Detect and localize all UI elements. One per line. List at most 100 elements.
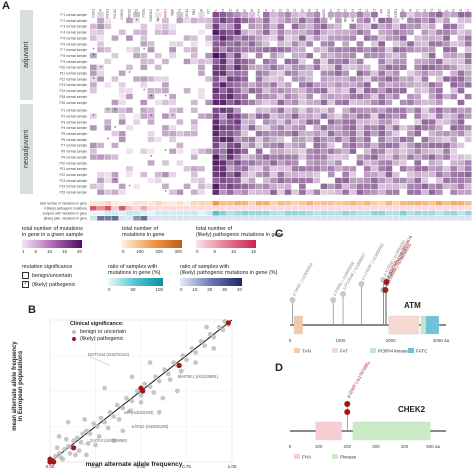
heatmap-cell	[219, 154, 227, 160]
summary-cell	[363, 211, 371, 216]
summary-cell	[407, 201, 414, 206]
summary-cell	[378, 211, 386, 216]
heatmap-cell	[335, 88, 342, 94]
heatmap-cell	[226, 52, 234, 59]
heatmap-cell	[399, 41, 407, 47]
heatmap-cell	[133, 183, 140, 189]
heatmap-cell	[299, 189, 306, 195]
heatmap-cell	[219, 82, 227, 88]
heatmap-cell	[313, 35, 321, 41]
heatmap-cell	[226, 12, 234, 18]
heatmap-cell	[313, 125, 321, 131]
heatmap-cell	[435, 183, 443, 189]
summary-cell	[327, 206, 335, 211]
legend-gene-bar	[122, 240, 182, 248]
heatmap-cell	[443, 41, 450, 47]
heatmap-cell	[226, 35, 234, 41]
heatmap-cell	[421, 82, 429, 88]
heatmap-cell	[299, 131, 306, 137]
sample-label: P1 normal sample	[61, 109, 87, 113]
heatmap-cell	[327, 82, 335, 88]
heatmap-cell	[284, 70, 292, 76]
summary-cell	[205, 211, 213, 216]
point-benign	[116, 417, 122, 422]
heatmap-cell	[349, 166, 357, 172]
heatmap-cell	[335, 131, 342, 137]
heatmap-cell	[284, 125, 292, 131]
heatmap-cell	[349, 177, 357, 184]
heatmap-cell	[378, 99, 386, 106]
lollipop-head	[330, 297, 337, 303]
summary-cell	[162, 201, 169, 206]
heatmap-cell	[313, 107, 321, 113]
heatmap-cell	[226, 142, 234, 149]
pathogenic-marker: *	[114, 178, 116, 184]
heatmap-cell	[154, 29, 162, 35]
heatmap-cell	[435, 82, 443, 88]
gene-label: NBN	[171, 8, 175, 15]
heatmap-cell	[262, 70, 270, 76]
heatmap-cell	[378, 148, 386, 154]
summary-cell	[407, 211, 414, 216]
heatmap-cell	[378, 35, 386, 41]
summary-label: total number of mutations in gene	[40, 202, 88, 206]
heatmap-cell	[277, 160, 285, 166]
legend-tick: 300	[174, 249, 182, 254]
summary-cell	[219, 211, 227, 216]
heatmap-cell	[443, 76, 450, 82]
sample-label: P 5 normal sample	[60, 36, 87, 40]
heatmap-cell	[363, 107, 371, 113]
heatmap-cell	[291, 64, 299, 70]
domain-legend-label: TAN	[302, 349, 311, 354]
heatmap-cell	[284, 47, 292, 53]
heatmap-cell	[234, 88, 241, 94]
summary-cell	[457, 206, 465, 211]
heatmap-cell	[356, 12, 364, 18]
summary-cell	[464, 201, 472, 206]
summary-cell	[277, 206, 285, 211]
heatmap-cell	[450, 142, 458, 149]
heatmap-cell	[212, 148, 220, 154]
heatmap-cell	[270, 166, 277, 172]
heatmap-cell	[407, 107, 414, 113]
sample-label: P 3 normal sample	[60, 25, 87, 29]
heatmap-cell	[306, 113, 313, 119]
heatmap-cell	[378, 160, 386, 166]
point-benign	[120, 405, 126, 411]
summary-cell	[270, 201, 277, 206]
heatmap-cell	[349, 93, 357, 100]
heatmap-cell	[464, 171, 472, 178]
heatmap-cell	[378, 93, 386, 100]
pathogenic-marker: *	[172, 114, 174, 120]
heatmap-cell	[407, 148, 414, 154]
summary-cell	[399, 216, 407, 221]
point-benign	[142, 381, 148, 387]
heatmap-cell	[342, 64, 349, 70]
heatmap-cell	[277, 12, 285, 18]
heatmap-cell	[291, 93, 299, 100]
heatmap-cell	[428, 52, 436, 59]
heatmap-cell	[421, 88, 429, 94]
heatmap-cell	[234, 136, 241, 143]
heatmap-cell	[407, 82, 414, 88]
heatmap-cell	[443, 142, 450, 149]
heatmap-cell	[126, 125, 133, 131]
heatmap-cell	[414, 47, 422, 53]
heatmap-cell	[313, 82, 321, 88]
heatmap-cell	[205, 113, 213, 119]
legend-tick: 10	[230, 249, 236, 254]
heatmap-cell	[104, 171, 112, 178]
heatmap-cell	[270, 183, 277, 189]
heatmap-cell	[414, 64, 422, 70]
summary-cell	[457, 201, 465, 206]
heatmap-cell	[90, 88, 97, 94]
heatmap-cell	[421, 154, 429, 160]
heatmap-cell	[248, 171, 256, 178]
heatmap-cell	[248, 99, 256, 106]
heatmap-cell	[90, 29, 97, 35]
heatmap-cell	[162, 82, 169, 88]
heatmap-cell	[284, 35, 292, 41]
point-benign	[76, 448, 82, 454]
heatmap-cell	[464, 160, 472, 166]
heatmap-cell	[342, 58, 349, 65]
